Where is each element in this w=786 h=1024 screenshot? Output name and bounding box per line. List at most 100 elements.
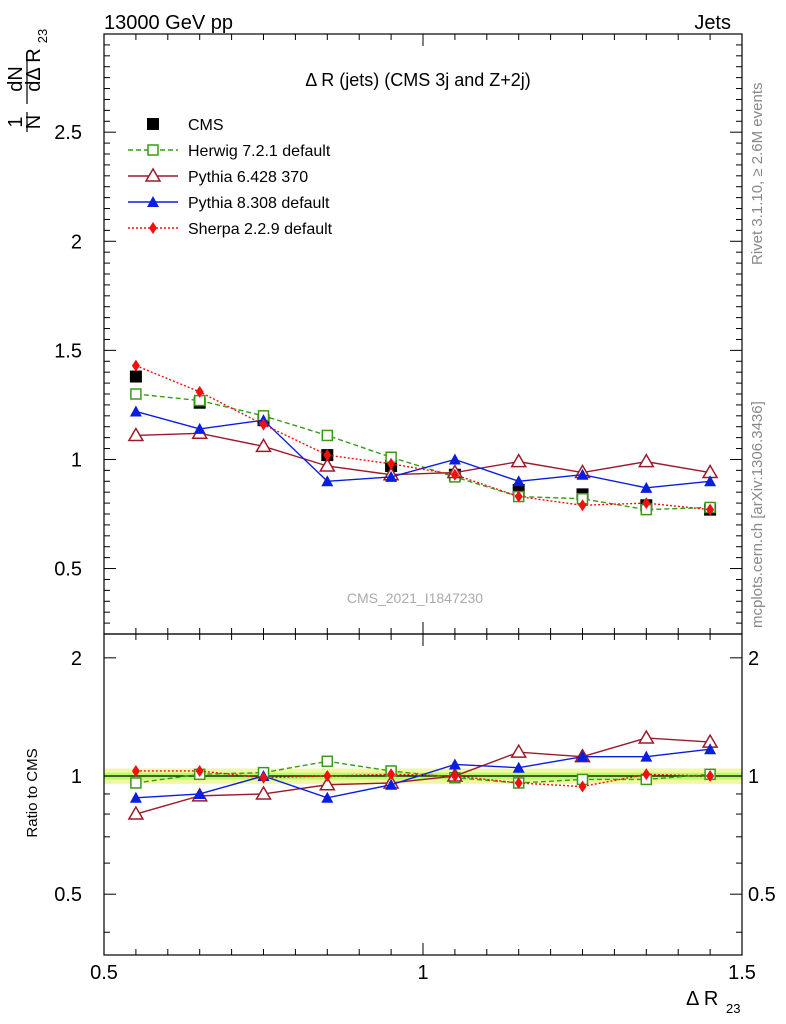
header-right: Jets xyxy=(694,12,731,34)
data-point-pythia6 xyxy=(127,426,145,442)
y-tick-label-right: 1 xyxy=(748,766,759,788)
y-tick-label: 0.5 xyxy=(54,559,82,581)
series-herwig xyxy=(130,388,716,516)
ratio-point-sherpa xyxy=(131,764,140,777)
main-title: Δ R (jets) (CMS 3j and Z+2j) xyxy=(305,70,531,90)
y-tick-label: 1.5 xyxy=(54,340,82,362)
y-tick-label-right: 0.5 xyxy=(748,884,776,906)
ratio-point-sherpa xyxy=(706,770,715,783)
ratio-point-pythia8 xyxy=(576,750,589,762)
ratio-line-pythia8 xyxy=(135,748,711,799)
data-point-pythia6 xyxy=(318,457,336,472)
y-tick-label: 2.5 xyxy=(54,122,82,144)
data-point-sherpa xyxy=(259,418,268,431)
main-y-axis-label: 1 N dN dΔ R 23 xyxy=(5,29,50,132)
header-left: 13000 GeV pp xyxy=(104,12,233,34)
data-point-herwig xyxy=(321,429,334,442)
ratio-y-axis-label: Ratio to CMS xyxy=(24,748,41,837)
data-point-sherpa xyxy=(387,457,396,470)
ratio-point-pythia6 xyxy=(637,729,655,744)
series-line-herwig xyxy=(135,393,711,511)
y-tick-label-right: 2 xyxy=(748,648,759,670)
ratio-point-sherpa xyxy=(642,768,651,781)
data-point-pythia8 xyxy=(576,468,589,480)
data-point-sherpa xyxy=(642,497,651,510)
series-pythia8 xyxy=(129,405,717,493)
data-point-sherpa xyxy=(706,503,715,516)
data-point-sherpa xyxy=(323,449,332,462)
legend-entry-sherpa: Sherpa 2.2.9 default xyxy=(128,221,333,238)
data-point-sherpa xyxy=(578,499,587,512)
data-point-pythia8 xyxy=(448,453,461,465)
ratio-point-sherpa xyxy=(450,770,459,783)
series-sherpa xyxy=(131,359,715,516)
y-tick-label: 2 xyxy=(71,231,82,253)
data-point-pythia8 xyxy=(321,475,334,487)
ratio-point-sherpa xyxy=(514,776,523,789)
data-point-pythia8 xyxy=(640,481,653,493)
x-axis-label: Δ R 23 xyxy=(686,988,740,1016)
ratio-point-pythia6 xyxy=(318,776,336,791)
data-point-pythia8 xyxy=(512,475,525,487)
data-point-pythia8 xyxy=(385,470,398,482)
legend-entry-pythia8: Pythia 8.308 default xyxy=(128,195,330,212)
ratio-point-herwig xyxy=(130,777,142,789)
data-point-sherpa xyxy=(514,490,523,503)
legend-label: CMS xyxy=(188,117,224,134)
ratio-point-pythia6 xyxy=(255,785,272,800)
ratio-line-pythia6 xyxy=(135,737,711,815)
legend-entry-herwig: Herwig 7.2.1 default xyxy=(128,143,331,160)
svg-text:1: 1 xyxy=(5,116,27,127)
ratio-point-herwig xyxy=(321,755,334,768)
data-point-pythia6 xyxy=(255,437,272,453)
svg-text:dN: dN xyxy=(5,66,27,92)
series-line-pythia6 xyxy=(135,432,711,476)
y-tick-label: 1 xyxy=(71,766,82,788)
ratio-series-sherpa xyxy=(131,764,715,793)
ratio-point-pythia8 xyxy=(385,778,398,790)
svg-text:23: 23 xyxy=(726,1001,740,1016)
ratio-point-sherpa xyxy=(578,780,587,793)
legend-marker-pythia8 xyxy=(147,196,159,207)
ratio-point-pythia8 xyxy=(129,791,142,803)
ratio-point-pythia6 xyxy=(127,805,145,820)
y-tick-label: 2 xyxy=(71,648,82,670)
watermark: CMS_2021_I1847230 xyxy=(347,590,483,606)
y-tick-label: 1 xyxy=(71,449,82,471)
data-point-pythia8 xyxy=(129,405,142,417)
legend-marker-pythia6 xyxy=(144,167,162,182)
data-point-sherpa xyxy=(131,359,140,372)
legend-label: Herwig 7.2.1 default xyxy=(188,143,331,160)
legend-marker-herwig xyxy=(147,144,159,156)
ratio-point-pythia8 xyxy=(321,791,334,803)
data-point-pythia6 xyxy=(510,453,528,468)
ratio-point-pythia8 xyxy=(512,761,525,773)
legend-marker-sherpa xyxy=(149,222,157,234)
data-point-pythia8 xyxy=(193,422,206,434)
legend-label: Pythia 8.308 default xyxy=(188,195,330,212)
legend-label: Pythia 6.428 370 xyxy=(188,169,308,186)
svg-text:dΔ R: dΔ R xyxy=(23,48,45,91)
series-line-pythia8 xyxy=(135,410,711,489)
ratio-point-pythia8 xyxy=(448,758,461,770)
y-tick-label: 0.5 xyxy=(54,884,82,906)
ratio-point-sherpa xyxy=(195,764,204,777)
series-data xyxy=(129,370,717,516)
x-tick-label: 1 xyxy=(417,962,428,984)
ratio-point-pythia8 xyxy=(640,750,653,762)
legend-label: Sherpa 2.2.9 default xyxy=(188,221,333,238)
ratio-point-pythia6 xyxy=(510,743,528,758)
ratio-point-sherpa xyxy=(259,771,268,784)
legend-entry-data: CMS xyxy=(147,117,224,134)
series-line-sherpa xyxy=(135,364,711,511)
data-point-pythia8 xyxy=(704,475,717,487)
legend-entry-pythia6: Pythia 6.428 370 xyxy=(128,167,308,186)
svg-text:N: N xyxy=(23,115,45,129)
mcplots-label: mcplots.cern.ch [arXiv:1306.3436] xyxy=(749,401,766,628)
ratio-point-sherpa xyxy=(323,770,332,783)
legend-marker-data xyxy=(147,118,159,130)
ratio-point-pythia8 xyxy=(704,743,717,755)
svg-text:Δ R: Δ R xyxy=(686,988,718,1010)
legend: CMS Herwig 7.2.1 default Pythia 6.428 370 P… xyxy=(128,117,333,238)
